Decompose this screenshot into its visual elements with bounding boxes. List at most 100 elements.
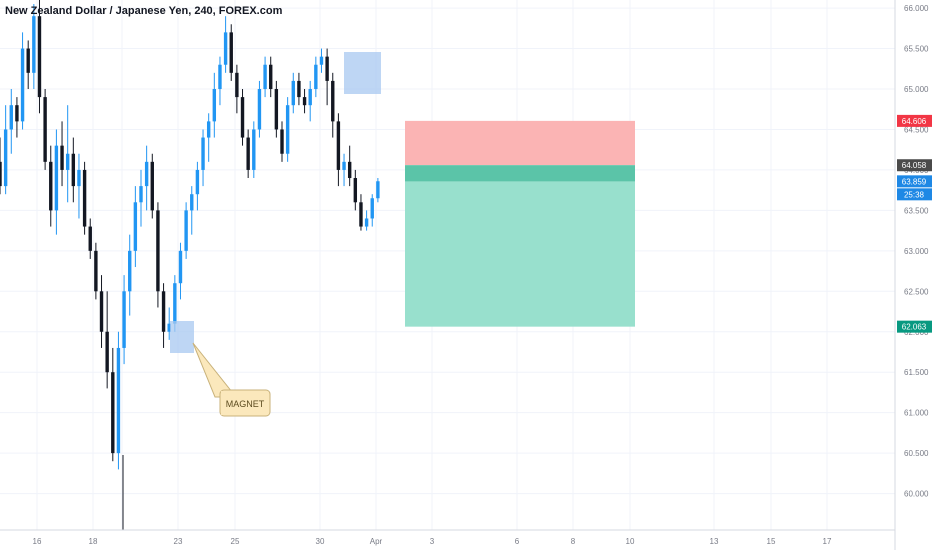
candle-body [240, 97, 245, 138]
candle-body [128, 250, 132, 292]
x-tick-label: 10 [626, 537, 635, 546]
candle-body [99, 291, 104, 332]
price-label-box [897, 188, 932, 201]
y-tick-label: 61.000 [904, 409, 929, 418]
candle-body [116, 347, 121, 454]
callout-text: MAGNET [226, 399, 265, 409]
candle-body [105, 331, 109, 373]
candle-body [88, 226, 92, 251]
candle-body [71, 153, 76, 187]
candle-body [111, 372, 115, 454]
candle-body [150, 161, 154, 211]
price-label-box [897, 159, 932, 172]
candle-body [167, 323, 171, 332]
take-profit-zone [405, 165, 635, 327]
candle-body [178, 250, 183, 284]
candle-body [347, 161, 352, 179]
candle-body [212, 89, 217, 122]
candle-body [223, 32, 228, 65]
x-tick-label: 18 [89, 537, 98, 546]
price-label-text: 62.063 [902, 323, 927, 332]
candle-body [274, 89, 279, 130]
candle-body [331, 80, 335, 122]
x-tick-label: 13 [710, 537, 719, 546]
time-axis[interactable]: 16 18 23 25 30 Apr 3 6 8 10 13 15 17 [33, 537, 832, 546]
price-axis[interactable]: 66.00065.50065.00064.50064.00063.50063.0… [904, 4, 929, 498]
candle-body [359, 202, 363, 227]
candle-body [32, 16, 36, 73]
candle-body [218, 64, 222, 90]
candle-body [235, 72, 239, 98]
x-tick-label: 8 [571, 537, 576, 546]
candle-body [156, 210, 160, 292]
y-tick-label: 65.500 [904, 45, 929, 54]
x-tick-label: 30 [316, 537, 325, 546]
price-label-text: 63.859 [902, 177, 927, 186]
overlays: MAGNET [122, 52, 381, 530]
candle-body [280, 129, 284, 154]
candle-body [144, 161, 149, 187]
candle-body [94, 250, 98, 292]
candle-body [9, 105, 13, 130]
candle-body [60, 145, 64, 170]
stop-loss-zone [405, 120, 635, 166]
candle-body [285, 105, 290, 154]
price-label-box [897, 175, 932, 188]
x-tick-label: 16 [33, 537, 42, 546]
candle-body [122, 291, 126, 348]
candles [0, 0, 380, 470]
x-tick-label: 25 [231, 537, 240, 546]
candle-body [201, 137, 205, 170]
candle-body [37, 16, 42, 98]
candle-body [20, 48, 25, 122]
candle-body [269, 64, 273, 90]
candle-body [195, 169, 200, 195]
callout-joint [221, 391, 241, 415]
y-tick-label: 63.500 [904, 206, 929, 215]
y-tick-label: 65.000 [904, 85, 929, 94]
candle-body [246, 137, 250, 170]
candle-body [297, 80, 301, 98]
candle-body [229, 32, 233, 73]
candle-body [376, 181, 380, 199]
candle-body [353, 178, 358, 203]
position-zones[interactable] [405, 120, 635, 327]
y-tick-label: 66.000 [904, 4, 929, 13]
candle-body [370, 198, 374, 219]
candle-body [190, 194, 194, 211]
candle-body [3, 129, 8, 187]
candle-body [26, 48, 30, 73]
price-label-box [897, 320, 932, 333]
candle-body [314, 64, 318, 90]
candle-body [161, 291, 166, 332]
candle-body [77, 169, 81, 187]
candle-body [82, 169, 87, 227]
chart-title: New Zealand Dollar / Japanese Yen, 240, … [5, 5, 283, 17]
x-tick-label: 15 [767, 537, 776, 546]
y-tick-label: 61.500 [904, 368, 929, 377]
y-tick-label: 60.500 [904, 449, 929, 458]
grid-lines [0, 0, 895, 530]
y-tick-label: 62.500 [904, 287, 929, 296]
candle-body [308, 89, 312, 106]
highlight-box-top [344, 52, 381, 94]
y-tick-label: 64.500 [904, 125, 929, 134]
y-tick-label: 63.000 [904, 247, 929, 256]
callout-pointer [192, 342, 238, 398]
candle-body [184, 210, 188, 251]
candle-body [206, 121, 211, 138]
y-tick-label: 60.000 [904, 490, 929, 499]
entry-current-band [405, 165, 635, 182]
highlight-box-magnet [170, 321, 194, 353]
candle-body [15, 105, 19, 122]
candle-body [291, 80, 295, 106]
x-tick-label: 3 [430, 537, 435, 546]
candle-body [43, 97, 47, 162]
candle-body [325, 56, 329, 81]
x-tick-label: 17 [823, 537, 832, 546]
candle-body [133, 202, 138, 251]
price-label-text: 64.606 [902, 117, 927, 126]
price-label-box [897, 114, 932, 127]
